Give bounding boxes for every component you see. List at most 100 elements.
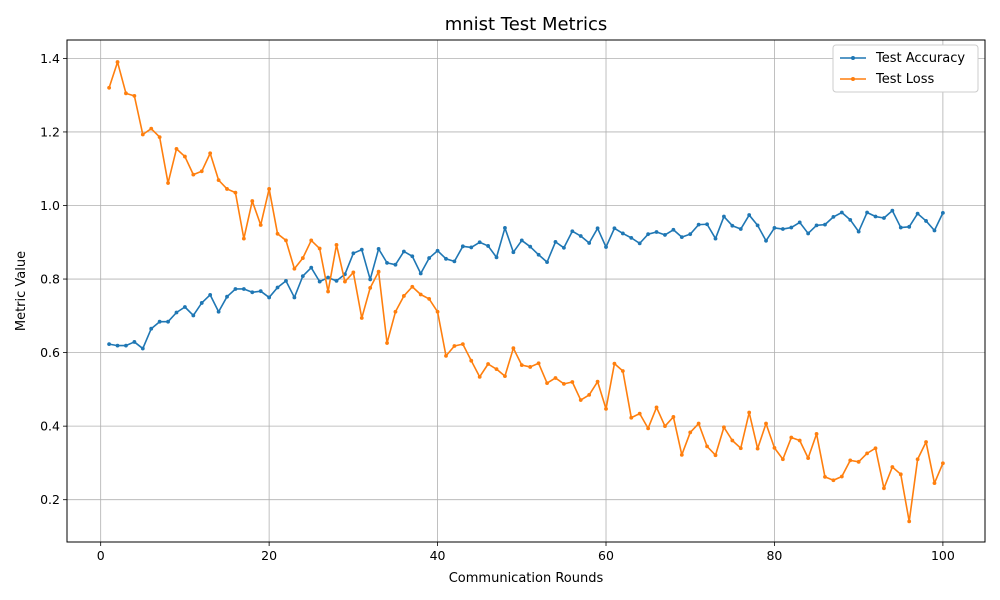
data-point-test-loss — [940, 461, 945, 466]
data-point-test-loss — [898, 472, 903, 477]
data-point-test-loss — [300, 256, 305, 260]
data-point-test-accuracy — [199, 301, 204, 305]
data-point-test-loss — [166, 181, 170, 185]
data-point-test-accuracy — [385, 260, 389, 265]
data-point-test-accuracy — [528, 244, 533, 249]
data-point-test-accuracy — [115, 343, 120, 348]
data-point-test-loss — [663, 424, 667, 429]
data-point-test-loss — [620, 369, 625, 373]
data-point-test-accuracy — [907, 224, 912, 229]
data-point-test-accuracy — [924, 219, 928, 223]
data-point-test-loss — [385, 341, 389, 345]
data-point-test-loss — [435, 309, 440, 314]
data-point-test-accuracy — [494, 255, 499, 260]
data-point-test-accuracy — [376, 246, 381, 251]
data-point-test-accuracy — [191, 313, 196, 318]
data-point-test-loss — [536, 361, 541, 366]
data-point-test-loss — [528, 365, 533, 369]
data-point-test-loss — [562, 381, 566, 386]
data-point-test-accuracy — [216, 309, 221, 314]
series-lines — [107, 60, 945, 524]
data-point-test-accuracy — [882, 216, 886, 220]
data-point-test-loss — [309, 238, 314, 243]
data-point-test-accuracy — [149, 326, 154, 331]
data-point-test-accuracy — [738, 227, 743, 231]
data-point-test-accuracy — [797, 220, 802, 225]
data-point-test-accuracy — [183, 305, 187, 309]
data-point-test-loss — [738, 446, 743, 451]
data-point-test-loss — [629, 415, 634, 420]
data-point-test-accuracy — [806, 231, 811, 236]
data-point-test-loss — [705, 444, 709, 449]
data-point-test-accuracy — [157, 319, 162, 324]
data-point-test-accuracy — [511, 250, 516, 255]
data-point-test-accuracy — [705, 222, 709, 227]
data-point-test-loss — [132, 94, 137, 98]
x-tick-label: 20 — [261, 548, 277, 563]
data-point-test-accuracy — [267, 295, 272, 300]
data-point-test-loss — [570, 380, 575, 384]
data-point-test-accuracy — [309, 265, 314, 270]
data-point-test-loss — [225, 187, 229, 191]
x-tick-label: 100 — [931, 548, 955, 563]
data-point-test-accuracy — [730, 223, 735, 228]
axis-ticks: 0 20 40 60 80 100 0.2 0.4 0.6 0.8 1.0 1.2 1.4 — [40, 51, 955, 563]
data-point-test-accuracy — [452, 259, 457, 264]
data-point-test-loss — [755, 446, 760, 451]
data-point-test-loss — [873, 446, 878, 451]
x-tick-label: 40 — [430, 548, 446, 563]
data-point-test-accuracy — [637, 241, 642, 246]
data-point-test-accuracy — [444, 256, 448, 261]
legend-box — [832, 44, 979, 93]
data-point-test-loss — [460, 342, 465, 347]
data-point-test-accuracy — [359, 247, 364, 252]
data-point-test-loss — [208, 151, 213, 156]
legend-label-accuracy: Test Accuracy — [875, 51, 965, 66]
data-point-test-loss — [418, 292, 423, 297]
data-point-test-loss — [427, 297, 432, 301]
x-tick-label: 0 — [97, 548, 105, 563]
series-test-loss — [107, 60, 945, 524]
data-point-test-loss — [696, 421, 701, 426]
data-point-test-loss — [772, 445, 777, 450]
data-point-test-accuracy — [747, 213, 752, 217]
data-point-test-accuracy — [241, 287, 246, 291]
data-point-test-accuracy — [780, 227, 785, 231]
data-point-test-loss — [839, 474, 844, 479]
data-point-test-accuracy — [545, 260, 549, 265]
data-point-test-loss — [688, 430, 693, 435]
data-point-test-loss — [806, 456, 811, 461]
data-point-test-accuracy — [275, 285, 280, 290]
data-point-test-loss — [494, 367, 499, 372]
data-point-test-accuracy — [435, 248, 440, 253]
data-point-test-accuracy — [654, 230, 659, 234]
data-point-test-accuracy — [393, 262, 398, 267]
x-axis-title: Communication Rounds — [449, 571, 604, 586]
data-point-test-loss — [722, 425, 726, 430]
data-point-test-loss — [848, 458, 853, 463]
data-point-test-loss — [469, 358, 474, 363]
data-point-test-accuracy — [208, 292, 213, 297]
data-point-test-accuracy — [679, 235, 684, 240]
data-point-test-loss — [882, 486, 886, 491]
data-point-test-accuracy — [124, 343, 128, 348]
data-point-test-accuracy — [368, 277, 373, 282]
legend-label-loss: Test Loss — [875, 72, 934, 87]
data-point-test-loss — [907, 519, 912, 524]
data-point-test-loss — [637, 411, 642, 416]
data-point-test-accuracy — [258, 289, 263, 294]
data-point-test-accuracy — [427, 256, 432, 260]
legend-marker-accuracy — [851, 56, 855, 60]
data-point-test-loss — [477, 374, 482, 379]
data-point-test-accuracy — [932, 228, 937, 233]
data-point-test-loss — [334, 242, 339, 247]
data-point-test-loss — [258, 223, 263, 227]
data-point-test-loss — [149, 126, 154, 131]
data-point-test-loss — [671, 415, 676, 419]
y-tick-label: 1.2 — [40, 124, 60, 139]
data-point-test-loss — [275, 231, 280, 236]
data-point-test-accuracy — [696, 222, 701, 227]
legend-marker-loss — [851, 77, 855, 81]
data-point-test-loss — [444, 354, 448, 358]
